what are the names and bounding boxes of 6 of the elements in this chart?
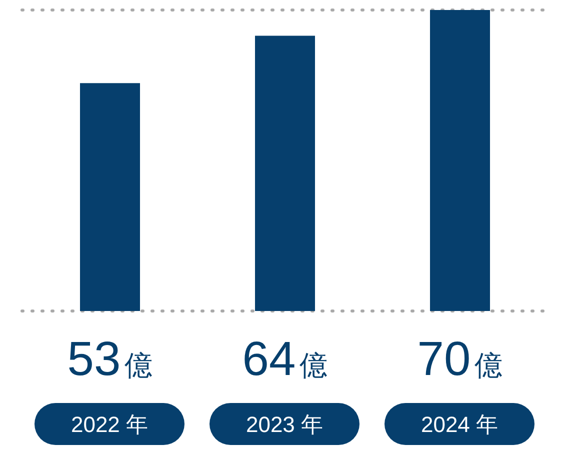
- data-label: 64億: [242, 333, 328, 386]
- data-label: 70億: [417, 333, 503, 386]
- x-tick-label: 2024 年: [420, 412, 498, 437]
- x-tick-label: 2022 年: [70, 412, 148, 437]
- x-tick-label: 2023 年: [246, 412, 324, 437]
- data-label: 53億: [67, 333, 153, 386]
